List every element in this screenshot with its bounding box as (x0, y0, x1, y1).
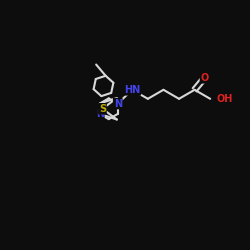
Text: OH: OH (216, 94, 233, 104)
Text: HN: HN (124, 85, 140, 95)
Text: O: O (200, 73, 209, 83)
Text: S: S (99, 104, 106, 114)
Text: N: N (96, 109, 104, 119)
Text: N: N (114, 98, 122, 108)
